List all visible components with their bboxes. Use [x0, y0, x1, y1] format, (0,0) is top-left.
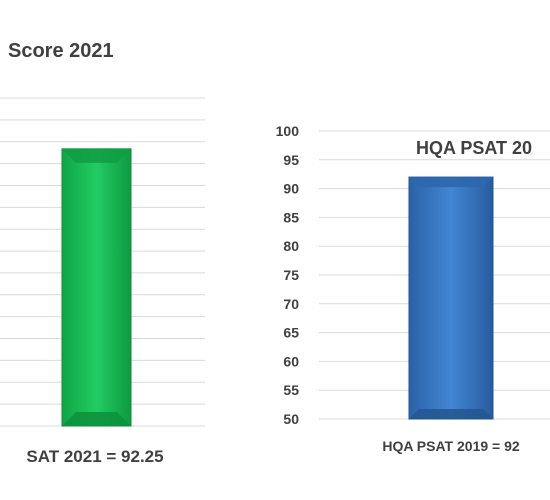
right-y-tick-label: 65 — [283, 325, 299, 341]
right-chart: HQA PSAT 20 50 55 60 65 70 75 80 85 90 95 100 HQA … — [276, 123, 550, 454]
right-y-tick-label: 80 — [283, 238, 299, 254]
left-bars — [61, 148, 132, 427]
right-y-ticks: 50 55 60 65 70 75 80 85 90 95 100 — [276, 123, 300, 427]
right-y-tick-label: 55 — [283, 382, 299, 398]
right-y-tick-label: 50 — [283, 411, 299, 427]
right-y-tick-label: 100 — [276, 123, 300, 139]
right-chart-title: HQA PSAT 20 — [416, 138, 532, 158]
left-bar — [61, 148, 132, 427]
right-y-tick-label: 95 — [283, 152, 299, 168]
left-category-label: SAT 2021 = 92.25 — [26, 447, 163, 466]
right-category-label: HQA PSAT 2019 = 92 — [382, 438, 520, 454]
right-y-tick-label: 85 — [283, 209, 299, 225]
right-y-tick-label: 90 — [283, 181, 299, 197]
left-chart: Score 2021 SAT 2021 = 92.25 — [0, 40, 205, 466]
right-bars — [408, 176, 494, 420]
left-chart-title: Score 2021 — [8, 40, 114, 62]
right-y-tick-label: 60 — [283, 353, 299, 369]
right-bar — [408, 176, 494, 420]
right-y-tick-label: 75 — [283, 267, 299, 283]
right-y-tick-label: 70 — [283, 296, 299, 312]
